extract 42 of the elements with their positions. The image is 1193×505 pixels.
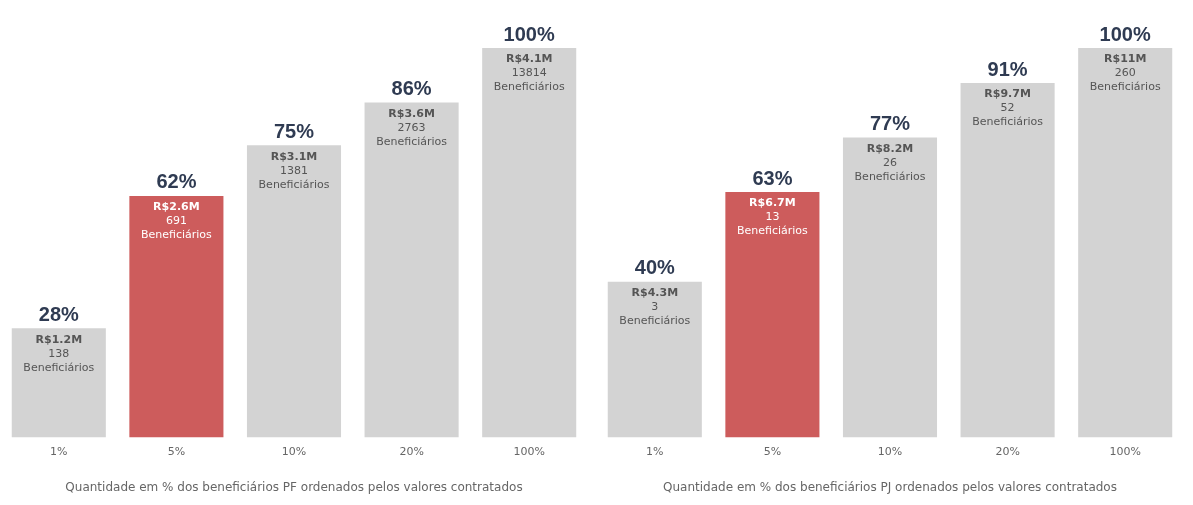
- bar: [607, 281, 702, 438]
- data-label: 91%: [987, 57, 1028, 80]
- x-tick-label: 20%: [399, 444, 424, 458]
- data-label: 100%: [503, 22, 555, 45]
- annotation: R$3.6M 2763 Beneficiários: [376, 106, 448, 148]
- data-label: 100%: [1099, 22, 1151, 45]
- data-label: 62%: [156, 170, 197, 193]
- x-tick-label: 1%: [50, 444, 68, 458]
- annotation: R$4.1M 13814 Beneficiários: [493, 52, 565, 94]
- bar: [1078, 48, 1173, 438]
- bar: [364, 102, 459, 438]
- data-label: 28%: [38, 302, 80, 325]
- data-label: 63%: [752, 166, 793, 189]
- x-tick-label: 10%: [281, 444, 307, 458]
- annotation: R$11M 260 Beneficiários: [1089, 52, 1161, 94]
- bar: [725, 192, 820, 438]
- data-label: 77%: [869, 112, 911, 135]
- x-tick-label: 10%: [877, 444, 903, 458]
- data-label: 75%: [273, 119, 315, 142]
- bar: [129, 195, 224, 438]
- x-tick-label: 1%: [646, 444, 664, 458]
- x-tick-label: 5%: [167, 444, 186, 458]
- bar: [842, 137, 938, 438]
- x-axis-title: Quantidade em % dos beneficiários PF ordenados pelos valores contratados: [65, 479, 523, 494]
- data-label: 86%: [391, 77, 432, 100]
- annotation: R$6.7M 13 Beneficiários: [736, 196, 809, 238]
- x-tick-label: 100%: [1109, 444, 1141, 458]
- annotation: R$3.1M 1381 Beneficiários: [258, 149, 330, 191]
- bar: [482, 48, 577, 438]
- bar: [11, 328, 106, 438]
- x-axis-title: Quantidade em % dos beneficiários PJ ordenados pelos valores contratados: [663, 479, 1117, 494]
- annotation: R$2.6M 691 Beneficiários: [140, 200, 213, 242]
- annotation: R$9.7M 52 Beneficiários: [972, 87, 1044, 129]
- data-label: 40%: [634, 256, 676, 279]
- bar: [960, 83, 1055, 438]
- annotation: R$1.2M 138 Beneficiários: [23, 332, 95, 374]
- annotation: R$8.2M 26 Beneficiários: [854, 141, 926, 183]
- bar: [246, 145, 342, 438]
- x-tick-label: 100%: [513, 444, 545, 458]
- x-tick-label: 20%: [995, 444, 1020, 458]
- x-tick-label: 5%: [763, 444, 782, 458]
- annotation: R$4.3M 3 Beneficiários: [619, 286, 691, 327]
